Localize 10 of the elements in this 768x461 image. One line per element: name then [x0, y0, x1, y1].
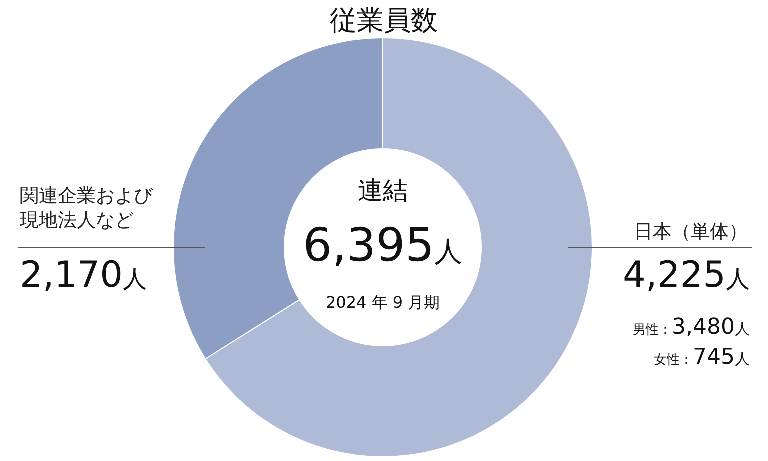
text: 6,395人	[303, 218, 463, 272]
text: 男性：3,480人	[633, 315, 750, 340]
text: 2024 年 9 月期	[326, 293, 440, 312]
text: 連結	[358, 176, 408, 205]
chart-title: 従業員数	[330, 5, 438, 36]
data-label: 4,225人	[623, 255, 750, 296]
text: 女性：745人	[654, 345, 750, 370]
data-label: 2,170人	[20, 255, 148, 296]
slice-label: 関連企業および現地法人など	[20, 185, 154, 232]
slice-label: 日本（単体）	[634, 221, 748, 243]
